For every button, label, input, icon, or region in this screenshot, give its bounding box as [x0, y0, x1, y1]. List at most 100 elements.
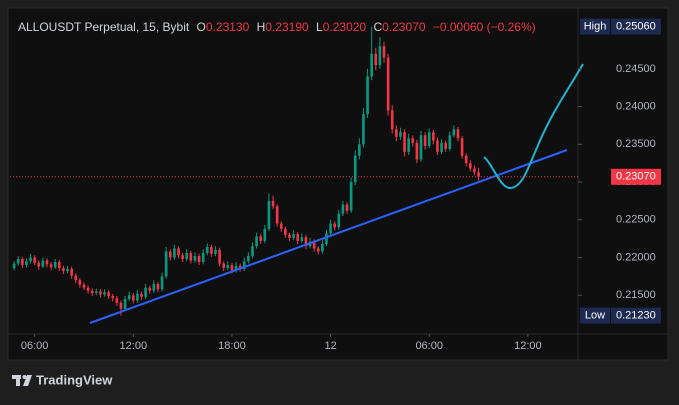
candle-body	[390, 110, 394, 130]
candle-body	[123, 299, 127, 309]
candle-body	[296, 234, 300, 241]
candle-body	[452, 129, 456, 136]
high-name: High	[584, 21, 607, 33]
candle-body	[94, 291, 98, 294]
candle-body	[259, 236, 263, 241]
candle-body	[41, 260, 45, 267]
candle-body	[300, 237, 304, 241]
candle-body	[185, 253, 189, 260]
last-price-label: 0.23070	[616, 171, 656, 183]
ohlc-label: O	[197, 20, 206, 34]
candle-body	[444, 142, 447, 149]
candle-body	[119, 302, 123, 309]
candle-body	[152, 283, 156, 291]
candle-body	[90, 290, 94, 294]
candle-body	[349, 182, 353, 211]
ohlc-value: 0.23190	[265, 20, 309, 34]
ohlc-value: 0.23020	[323, 20, 367, 34]
candle-body	[201, 253, 205, 263]
candle-body	[21, 259, 24, 266]
candle-body	[477, 172, 480, 177]
candle-body	[226, 265, 230, 269]
candle-body	[460, 138, 464, 156]
candle-body	[218, 249, 221, 264]
candle-body	[205, 246, 209, 254]
low-name-box	[580, 307, 610, 324]
candle-body	[292, 234, 295, 238]
candle-body	[267, 200, 271, 229]
candle-body	[353, 155, 357, 183]
candle-body	[469, 163, 472, 169]
candle-body	[238, 265, 242, 269]
candle-body	[415, 142, 419, 160]
candle-body	[45, 260, 49, 265]
candle-body	[29, 257, 32, 262]
brand: TradingView	[36, 372, 113, 387]
x-tick-label: 06:00	[415, 340, 443, 352]
symbol: ALLOUSDT Perpetual, 15, Bybit	[18, 20, 190, 34]
high-price-box	[611, 18, 661, 35]
candle-body	[82, 284, 86, 288]
x-tick-label: 18:00	[218, 340, 246, 352]
candle-body	[440, 142, 443, 152]
candle-body	[37, 262, 41, 267]
candle-body	[403, 132, 406, 152]
candle-body	[168, 251, 172, 258]
y-tick-label: 0.22000	[616, 251, 656, 263]
candle-body	[234, 265, 238, 271]
ohlc-value: 0.23070	[382, 20, 426, 34]
candle-body	[411, 138, 415, 143]
candle-body	[140, 293, 143, 297]
candle-body	[407, 138, 410, 152]
candle-body	[386, 57, 390, 111]
trend-line	[89, 149, 568, 324]
candle-body	[107, 292, 110, 297]
candle-body	[382, 46, 386, 58]
low-price: 0.21230	[616, 310, 656, 322]
candle-body	[115, 298, 119, 303]
candle-body	[399, 132, 402, 137]
candle-body	[242, 261, 246, 269]
ohlc-label: C	[373, 20, 382, 34]
candle-body	[329, 223, 332, 234]
ohlc-label: L	[316, 20, 323, 34]
candle-body	[131, 295, 135, 301]
candle-body	[341, 204, 345, 214]
candle-body	[230, 265, 234, 271]
candle-body	[49, 264, 53, 268]
candle-body	[374, 53, 378, 66]
ohlc-label: H	[257, 20, 266, 34]
candle-body	[456, 129, 460, 139]
plot	[12, 26, 480, 316]
chart-panel	[7, 7, 669, 361]
candle-body	[432, 132, 435, 141]
candle-body	[173, 248, 176, 258]
candle-body	[210, 246, 213, 254]
candle-body	[33, 257, 36, 263]
candle-body	[103, 292, 106, 295]
candle-body	[325, 233, 328, 244]
candle-body	[189, 253, 193, 261]
candle-body	[164, 251, 168, 277]
candle-body	[288, 234, 291, 238]
candle-body	[366, 76, 369, 115]
candle-body	[148, 287, 152, 291]
candle-body	[255, 236, 258, 247]
ohlc-value: 0.23130	[206, 20, 250, 34]
y-tick-label: 0.21500	[616, 289, 656, 301]
candle-body	[53, 262, 57, 268]
candle-body	[271, 200, 275, 207]
legend: ALLOUSDT Perpetual, 15, Bybit O0.23130 H…	[18, 20, 536, 34]
candle-body	[86, 287, 90, 291]
x-tick-label: 12:00	[514, 340, 542, 352]
candle-body	[222, 263, 226, 269]
candle-body	[160, 276, 164, 290]
projection-curve	[483, 63, 584, 190]
candle-body	[177, 248, 180, 256]
candle-body	[58, 262, 61, 269]
y-tick-label: 0.24500	[616, 63, 656, 75]
candle-body	[136, 293, 139, 301]
candle-body	[419, 135, 423, 160]
candle-body	[251, 246, 254, 257]
